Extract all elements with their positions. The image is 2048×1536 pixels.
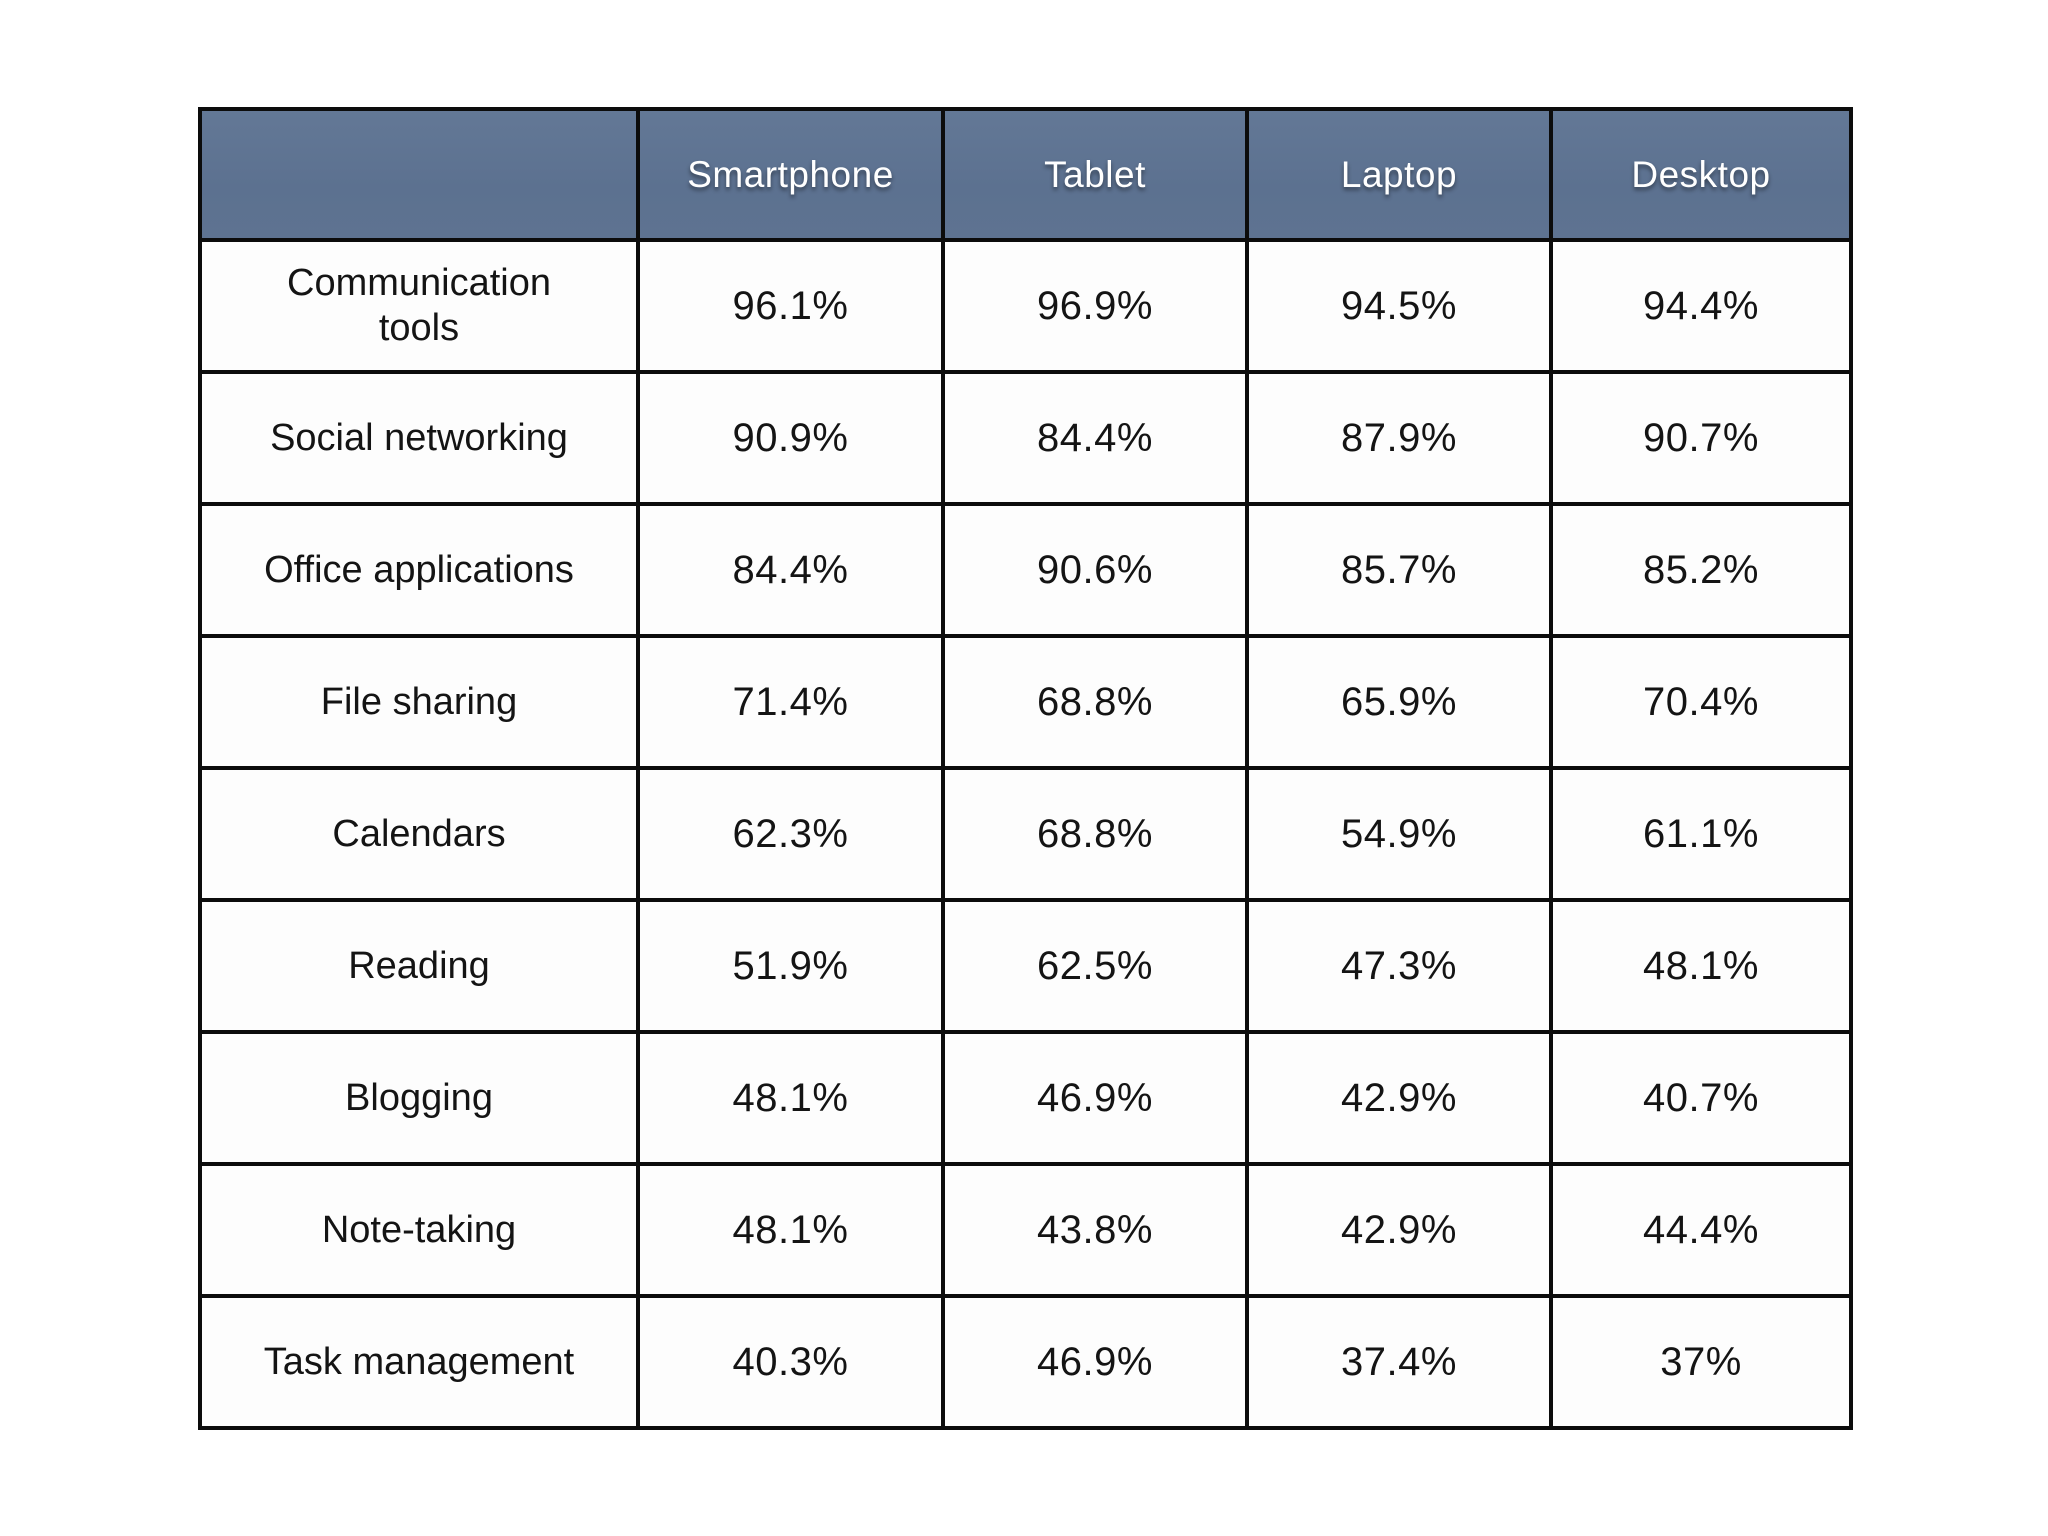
value-cell: 62.3% xyxy=(636,766,945,902)
value-cell: 61.1% xyxy=(1549,766,1853,902)
value-cell: 68.8% xyxy=(941,766,1249,902)
value-cell: 70.4% xyxy=(1549,634,1853,770)
value-cell: 43.8% xyxy=(941,1162,1249,1298)
header-cell-laptop: Laptop xyxy=(1245,107,1553,242)
value-cell: 96.1% xyxy=(636,238,945,374)
value-cell: 96.9% xyxy=(941,238,1249,374)
value-cell: 51.9% xyxy=(636,898,945,1034)
value-cell: 37.4% xyxy=(1245,1294,1553,1430)
value-cell: 87.9% xyxy=(1245,370,1553,506)
table-row: Calendars 62.3% 68.8% 54.9% 61.1% xyxy=(198,766,1853,902)
value-cell: 62.5% xyxy=(941,898,1249,1034)
row-label-office-applications: Office applications xyxy=(198,502,640,638)
value-cell: 42.9% xyxy=(1245,1162,1553,1298)
value-cell: 40.7% xyxy=(1549,1030,1853,1166)
value-cell: 90.7% xyxy=(1549,370,1853,506)
row-label-social-networking: Social networking xyxy=(198,370,640,506)
header-cell-empty xyxy=(198,107,640,242)
table-row: Office applications 84.4% 90.6% 85.7% 85… xyxy=(198,502,1853,638)
value-cell: 65.9% xyxy=(1245,634,1553,770)
row-label-blogging: Blogging xyxy=(198,1030,640,1166)
value-cell: 48.1% xyxy=(1549,898,1853,1034)
table-row: Social networking 90.9% 84.4% 87.9% 90.7… xyxy=(198,370,1853,506)
value-cell: 94.5% xyxy=(1245,238,1553,374)
value-cell: 48.1% xyxy=(636,1162,945,1298)
value-cell: 90.9% xyxy=(636,370,945,506)
value-cell: 40.3% xyxy=(636,1294,945,1430)
device-app-usage-table: Smartphone Tablet Laptop Desktop Communi… xyxy=(198,107,1853,1430)
value-cell: 42.9% xyxy=(1245,1030,1553,1166)
table-row: Blogging 48.1% 46.9% 42.9% 40.7% xyxy=(198,1030,1853,1166)
row-label-communication-tools: Communication tools xyxy=(198,238,640,374)
value-cell: 84.4% xyxy=(941,370,1249,506)
value-cell: 46.9% xyxy=(941,1030,1249,1166)
value-cell: 94.4% xyxy=(1549,238,1853,374)
table-row: File sharing 71.4% 68.8% 65.9% 70.4% xyxy=(198,634,1853,770)
value-cell: 44.4% xyxy=(1549,1162,1853,1298)
table-row: Task management 40.3% 46.9% 37.4% 37% xyxy=(198,1294,1853,1430)
table-row: Reading 51.9% 62.5% 47.3% 48.1% xyxy=(198,898,1853,1034)
value-cell: 84.4% xyxy=(636,502,945,638)
value-cell: 54.9% xyxy=(1245,766,1553,902)
header-cell-tablet: Tablet xyxy=(941,107,1249,242)
value-cell: 71.4% xyxy=(636,634,945,770)
header-cell-smartphone: Smartphone xyxy=(636,107,945,242)
value-cell: 68.8% xyxy=(941,634,1249,770)
value-cell: 46.9% xyxy=(941,1294,1249,1430)
value-cell: 85.2% xyxy=(1549,502,1853,638)
value-cell: 85.7% xyxy=(1245,502,1553,638)
value-cell: 47.3% xyxy=(1245,898,1553,1034)
table-header-row: Smartphone Tablet Laptop Desktop xyxy=(198,107,1853,242)
row-label-task-management: Task management xyxy=(198,1294,640,1430)
value-cell: 90.6% xyxy=(941,502,1249,638)
row-label-file-sharing: File sharing xyxy=(198,634,640,770)
row-label-reading: Reading xyxy=(198,898,640,1034)
header-cell-desktop: Desktop xyxy=(1549,107,1853,242)
value-cell: 48.1% xyxy=(636,1030,945,1166)
table-row: Communication tools 96.1% 96.9% 94.5% 94… xyxy=(198,238,1853,374)
table-row: Note-taking 48.1% 43.8% 42.9% 44.4% xyxy=(198,1162,1853,1298)
row-label-calendars: Calendars xyxy=(198,766,640,902)
value-cell: 37% xyxy=(1549,1294,1853,1430)
row-label-note-taking: Note-taking xyxy=(198,1162,640,1298)
